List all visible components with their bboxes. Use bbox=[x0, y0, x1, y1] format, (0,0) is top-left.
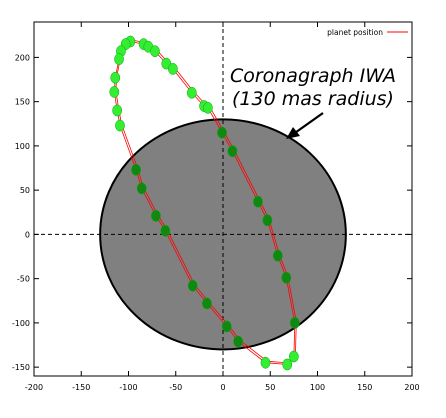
planet-point-22 bbox=[281, 271, 292, 284]
planet-point-25 bbox=[136, 182, 147, 195]
y-tick-label-5: 50 bbox=[20, 186, 30, 195]
planet-point-7 bbox=[150, 45, 160, 58]
planet-point-27 bbox=[160, 225, 171, 237]
y-tick-label-7: 150 bbox=[15, 98, 30, 107]
planet-point-23 bbox=[289, 317, 300, 329]
annotation-arrow-head bbox=[286, 127, 300, 139]
planet-point-10 bbox=[186, 86, 197, 99]
x-tick-label-2: -150 bbox=[72, 383, 90, 392]
x-tick-label-9: 200 bbox=[404, 383, 419, 392]
y-tick-label-8: 200 bbox=[15, 53, 30, 62]
x-tick-label-1: -200 bbox=[25, 383, 43, 392]
planet-point-26 bbox=[151, 209, 161, 222]
planet-point-17 bbox=[217, 126, 227, 139]
annotation-arrow-shaft bbox=[291, 112, 324, 136]
planet-point-31 bbox=[233, 335, 243, 348]
annotation-line-2: (130 mas radius) bbox=[232, 88, 394, 110]
x-tick-label-5: 0 bbox=[220, 383, 225, 392]
annotation-line-1: Coronagraph IWA bbox=[230, 65, 396, 87]
legend-label: planet position bbox=[327, 28, 383, 37]
planet-point-24 bbox=[131, 163, 141, 176]
planet-point-20 bbox=[262, 214, 273, 227]
planet-point-13 bbox=[110, 71, 121, 84]
y-tick-label-2: -100 bbox=[12, 319, 30, 328]
planet-point-14 bbox=[109, 86, 120, 98]
planet-point-29 bbox=[202, 297, 212, 310]
y-tick-label-3: -50 bbox=[17, 275, 30, 284]
planet-point-34 bbox=[289, 350, 299, 363]
planet-point-15 bbox=[112, 104, 123, 117]
planet-point-12 bbox=[203, 101, 213, 114]
planet-point-18 bbox=[227, 145, 238, 158]
x-tick-label-8: 150 bbox=[357, 383, 372, 392]
planet-point-30 bbox=[221, 320, 232, 333]
planet-point-16 bbox=[115, 119, 125, 132]
x-tick-label-4: -50 bbox=[169, 383, 182, 392]
planet-point-32 bbox=[260, 356, 271, 369]
planet-point-19 bbox=[253, 195, 263, 208]
planet-point-4 bbox=[114, 53, 124, 66]
planet-point-9 bbox=[168, 63, 178, 75]
planet-point-28 bbox=[187, 279, 198, 292]
y-tick-label-1: -150 bbox=[12, 363, 30, 372]
planet-point-21 bbox=[272, 249, 283, 262]
planet-point-33 bbox=[282, 358, 293, 371]
y-tick-label-4: 0 bbox=[25, 230, 30, 239]
x-tick-label-3: -100 bbox=[119, 383, 137, 392]
x-tick-label-7: 100 bbox=[310, 383, 325, 392]
y-tick-label-6: 100 bbox=[15, 142, 30, 151]
x-tick-label-6: 50 bbox=[265, 383, 275, 392]
